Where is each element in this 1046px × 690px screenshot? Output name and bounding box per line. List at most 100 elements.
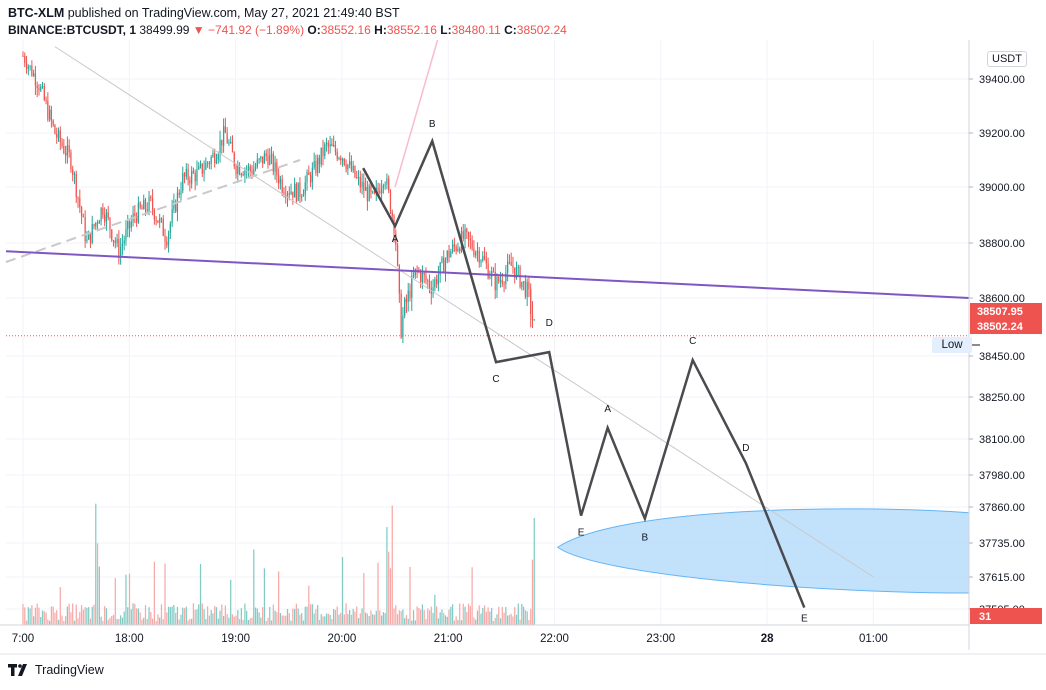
candle-body xyxy=(61,142,63,147)
volume-bar xyxy=(402,609,404,625)
volume-bar xyxy=(508,614,511,625)
volume-bar xyxy=(121,617,124,625)
candle-body xyxy=(205,162,207,170)
volume-bar xyxy=(207,606,209,625)
open-value: 38552.16 xyxy=(320,23,371,37)
volume-bar xyxy=(198,604,200,625)
volume-bar xyxy=(116,619,118,625)
volume-bar xyxy=(98,566,100,625)
candle-body xyxy=(434,279,436,288)
volume-bar xyxy=(318,619,321,625)
candle-body xyxy=(75,174,77,198)
volume-bar xyxy=(77,618,79,625)
volume-bar xyxy=(434,594,436,625)
volume-bar xyxy=(368,616,370,625)
volume-bar xyxy=(499,618,502,625)
candle-body xyxy=(302,194,305,197)
candle-body xyxy=(208,163,211,165)
candle-body xyxy=(508,261,511,263)
volume-bar xyxy=(144,605,147,625)
volume-bar xyxy=(31,605,33,625)
volume-bar xyxy=(254,607,257,625)
candle-body xyxy=(482,256,484,261)
candle-body xyxy=(192,171,195,174)
volume-bar xyxy=(522,606,525,625)
candle-body xyxy=(77,197,79,199)
volume-bar xyxy=(510,613,512,625)
volume-bar xyxy=(166,612,168,625)
candle-body xyxy=(338,157,340,159)
volume-bar xyxy=(333,609,335,625)
candle-body xyxy=(480,260,482,263)
currency-button[interactable]: USDT xyxy=(987,51,1027,67)
volume-bar xyxy=(68,603,70,625)
volume-bar xyxy=(519,619,521,625)
candle-body xyxy=(274,162,276,172)
candle-body xyxy=(148,196,150,212)
candle-body xyxy=(144,199,147,210)
wave-label: A xyxy=(604,404,611,415)
candle-body xyxy=(164,235,166,242)
candle-body xyxy=(112,240,115,242)
candle-body xyxy=(514,267,516,278)
low-label-tag: Low xyxy=(932,337,972,353)
candle-body xyxy=(334,144,337,152)
volume-bar xyxy=(132,603,134,625)
volume-bar xyxy=(295,603,298,625)
candle-body xyxy=(395,233,397,245)
candle-body xyxy=(54,124,56,135)
volume-bar xyxy=(66,606,69,625)
volume-bar xyxy=(130,609,132,625)
volume-bar xyxy=(262,607,264,625)
volume-bar xyxy=(196,609,198,625)
candle-body xyxy=(423,272,425,275)
volume-bar xyxy=(327,613,329,625)
volume-bar xyxy=(530,608,532,625)
volume-bar xyxy=(175,612,177,625)
candle-body xyxy=(135,215,138,223)
volume-bar xyxy=(505,607,507,625)
candle-body xyxy=(528,281,530,290)
volume-bar xyxy=(361,608,363,625)
candle-body xyxy=(391,212,393,217)
volume-bar xyxy=(238,618,241,625)
volume-bar xyxy=(464,606,466,625)
candle-body xyxy=(325,142,328,144)
volume-bar xyxy=(336,606,338,625)
volume-bar xyxy=(453,620,455,625)
volume-bar xyxy=(214,606,216,625)
candle-body xyxy=(459,248,461,252)
candle-body xyxy=(72,169,74,175)
candle-body xyxy=(86,239,88,242)
wave-label: E xyxy=(801,614,808,625)
time-tick-label: 22:00 xyxy=(540,633,569,645)
candle-body xyxy=(102,207,104,215)
candle-body xyxy=(134,213,136,216)
volume-bar xyxy=(485,611,487,625)
volume-bar xyxy=(459,603,461,625)
candle-body xyxy=(228,142,230,144)
published-text: published on TradingView.com, May 27, 20… xyxy=(67,6,400,20)
volume-bar xyxy=(423,610,425,625)
candle-body xyxy=(288,193,290,195)
volume-bar xyxy=(91,606,93,625)
time-tick-label: 19:00 xyxy=(221,633,250,645)
volume-bar xyxy=(169,607,171,625)
candle-body xyxy=(199,163,202,167)
candle-body xyxy=(98,221,100,224)
price-tick-label: 39000.00 xyxy=(979,182,1025,194)
candle-body xyxy=(396,244,399,266)
candle-body xyxy=(313,161,315,168)
candle-body xyxy=(340,157,342,161)
candle-body xyxy=(533,319,535,321)
volume-bar xyxy=(489,611,491,625)
volume-bar xyxy=(290,620,292,625)
candle-body xyxy=(400,293,402,338)
candle-body xyxy=(320,147,322,165)
volume-bar xyxy=(128,573,131,625)
close-label: C: xyxy=(504,23,517,37)
volume-bar xyxy=(475,619,477,625)
footer-brand[interactable]: TradingView xyxy=(8,663,104,677)
candle-body xyxy=(100,207,102,222)
